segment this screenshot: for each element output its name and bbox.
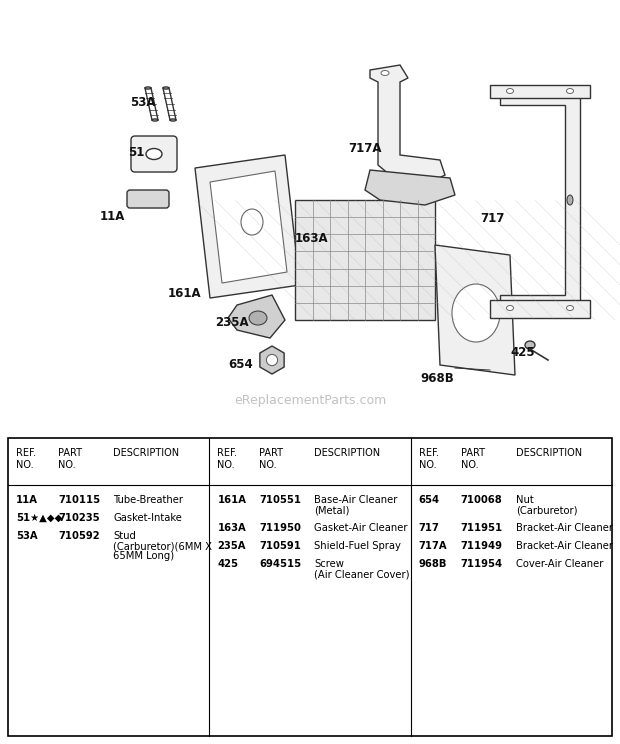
Text: 710551: 710551 — [259, 495, 301, 505]
Polygon shape — [490, 300, 590, 318]
Text: REF.
NO.: REF. NO. — [16, 448, 36, 469]
Text: 425: 425 — [510, 345, 534, 359]
Text: Bracket-Air Cleaner: Bracket-Air Cleaner — [516, 541, 613, 551]
Text: 161A: 161A — [218, 495, 246, 505]
Polygon shape — [490, 85, 590, 98]
Text: 710115: 710115 — [58, 495, 100, 505]
Text: 968B: 968B — [420, 371, 454, 385]
Text: (Air Cleaner Cover): (Air Cleaner Cover) — [314, 569, 410, 579]
Text: PART
NO.: PART NO. — [58, 448, 82, 469]
Text: 53A: 53A — [130, 95, 156, 109]
Bar — [295, 200, 435, 320]
Text: Tube-Breather: Tube-Breather — [113, 495, 183, 505]
Ellipse shape — [249, 311, 267, 325]
Text: 717A: 717A — [418, 541, 447, 551]
Polygon shape — [365, 170, 455, 205]
Ellipse shape — [146, 149, 162, 159]
Polygon shape — [228, 295, 285, 338]
Text: Stud: Stud — [113, 531, 136, 541]
Text: 51: 51 — [128, 146, 144, 158]
Text: eReplacementParts.com: eReplacementParts.com — [234, 394, 386, 406]
Polygon shape — [210, 171, 287, 283]
Ellipse shape — [507, 89, 513, 94]
Text: 710235: 710235 — [58, 513, 100, 523]
Text: REF.
NO.: REF. NO. — [418, 448, 439, 469]
Polygon shape — [500, 90, 580, 310]
Text: Shield-Fuel Spray: Shield-Fuel Spray — [314, 541, 401, 551]
Text: 235A: 235A — [218, 541, 246, 551]
Text: DESCRIPTION: DESCRIPTION — [314, 448, 381, 458]
Text: 11A: 11A — [16, 495, 38, 505]
Polygon shape — [260, 346, 284, 374]
Text: 711950: 711950 — [259, 523, 301, 533]
Text: Base-Air Cleaner: Base-Air Cleaner — [314, 495, 397, 505]
Text: (Carburetor): (Carburetor) — [516, 505, 577, 515]
Text: 710592: 710592 — [58, 531, 100, 541]
Ellipse shape — [507, 306, 513, 310]
Text: PART
NO.: PART NO. — [461, 448, 485, 469]
Text: REF.
NO.: REF. NO. — [218, 448, 237, 469]
Ellipse shape — [163, 87, 169, 89]
Text: 711954: 711954 — [461, 559, 503, 569]
Ellipse shape — [152, 119, 158, 121]
Text: Nut: Nut — [516, 495, 533, 505]
Ellipse shape — [525, 341, 535, 349]
Text: 163A: 163A — [295, 231, 329, 245]
Text: (Carburetor)(6MM X: (Carburetor)(6MM X — [113, 541, 212, 551]
FancyBboxPatch shape — [131, 136, 177, 172]
Ellipse shape — [241, 209, 263, 235]
Text: 968B: 968B — [418, 559, 447, 569]
Ellipse shape — [381, 71, 389, 75]
Text: 161A: 161A — [168, 286, 202, 300]
Ellipse shape — [170, 119, 176, 121]
Text: 235A: 235A — [215, 315, 249, 329]
Text: Cover-Air Cleaner: Cover-Air Cleaner — [516, 559, 603, 569]
Ellipse shape — [567, 195, 573, 205]
Polygon shape — [370, 65, 445, 180]
Text: 710591: 710591 — [259, 541, 301, 551]
Text: 163A: 163A — [218, 523, 246, 533]
Ellipse shape — [567, 306, 574, 310]
Ellipse shape — [267, 354, 278, 365]
Text: 425: 425 — [218, 559, 238, 569]
Text: 717A: 717A — [348, 141, 381, 155]
Text: 717: 717 — [480, 211, 505, 225]
Text: 717: 717 — [418, 523, 440, 533]
Text: DESCRIPTION: DESCRIPTION — [113, 448, 179, 458]
Text: 53A: 53A — [16, 531, 38, 541]
Text: 694515: 694515 — [259, 559, 301, 569]
Ellipse shape — [145, 87, 151, 89]
Text: DESCRIPTION: DESCRIPTION — [516, 448, 582, 458]
Text: Screw: Screw — [314, 559, 344, 569]
Text: PART
NO.: PART NO. — [259, 448, 283, 469]
Ellipse shape — [567, 89, 574, 94]
Ellipse shape — [452, 284, 500, 342]
Text: 710068: 710068 — [461, 495, 502, 505]
Text: 654: 654 — [228, 358, 253, 371]
Text: 711949: 711949 — [461, 541, 503, 551]
Text: (Metal): (Metal) — [314, 505, 350, 515]
Text: 654: 654 — [418, 495, 440, 505]
Text: Bracket-Air Cleaner: Bracket-Air Cleaner — [516, 523, 613, 533]
Text: 11A: 11A — [100, 210, 125, 222]
Text: Gasket-Intake: Gasket-Intake — [113, 513, 182, 523]
Text: 51★▲◆◆: 51★▲◆◆ — [16, 513, 63, 523]
FancyBboxPatch shape — [127, 190, 169, 208]
Polygon shape — [195, 155, 300, 298]
Text: Gasket-Air Cleaner: Gasket-Air Cleaner — [314, 523, 408, 533]
Text: 711951: 711951 — [461, 523, 503, 533]
Text: 65MM Long): 65MM Long) — [113, 551, 174, 561]
Polygon shape — [435, 245, 515, 375]
